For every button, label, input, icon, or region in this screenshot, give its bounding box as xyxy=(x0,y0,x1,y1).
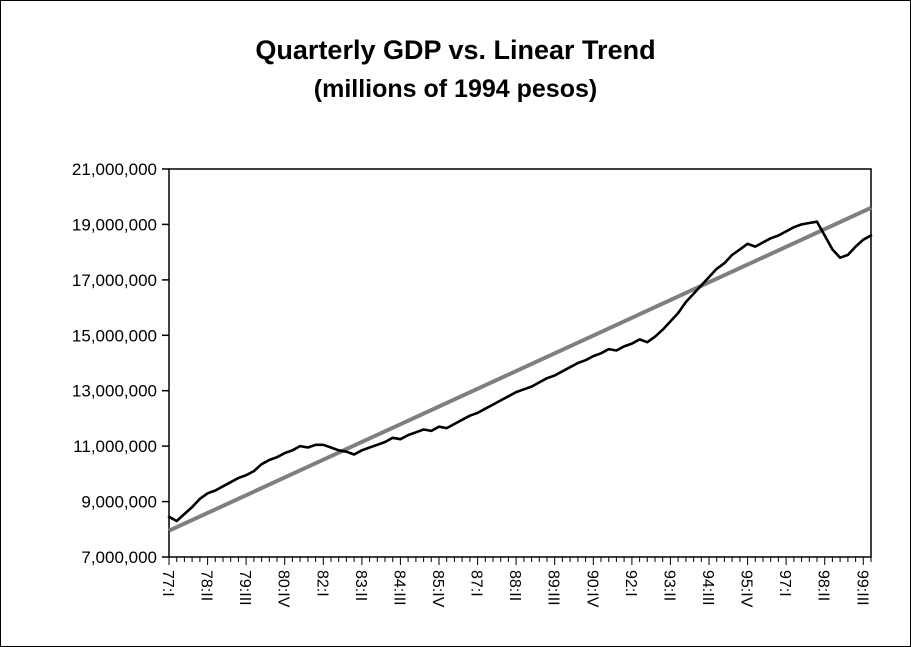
chart-subtitle: (millions of 1994 pesos) xyxy=(313,75,598,103)
x-axis-tick-label: 88:II xyxy=(506,570,523,601)
x-axis-tick-label: 80:IV xyxy=(275,570,292,608)
x-axis-tick-label: 98:II xyxy=(815,570,832,601)
y-axis-tick-label: 11,000,000 xyxy=(73,437,157,456)
x-axis-tick-label: 92:I xyxy=(622,570,639,597)
y-axis-tick-label: 15,000,000 xyxy=(72,326,157,345)
chart-title: Quarterly GDP vs. Linear Trend xyxy=(255,35,656,65)
y-axis-tick-label: 21,000,000 xyxy=(72,160,157,179)
x-axis-tick-label: 87:I xyxy=(468,570,485,597)
y-axis-tick-label: 7,000,000 xyxy=(81,548,157,567)
y-axis-tick-label: 13,000,000 xyxy=(72,382,157,401)
x-axis-tick-label: 89:III xyxy=(545,570,562,606)
plot-border xyxy=(168,168,872,558)
x-axis-tick-label: 90:IV xyxy=(583,570,600,608)
trend-line xyxy=(168,205,872,533)
x-axis-tick-label: 97:I xyxy=(776,570,793,597)
y-axis-tick-label: 19,000,000 xyxy=(72,215,157,234)
x-axis-tick-label: 79:III xyxy=(236,570,253,606)
x-axis-tick-label: 95:IV xyxy=(738,570,755,608)
y-axis-tick-label: 17,000,000 xyxy=(72,271,157,290)
x-axis-tick-label: 99:III xyxy=(853,570,870,606)
y-axis-tick-label: 9,000,000 xyxy=(81,493,157,512)
gdp-line xyxy=(167,220,873,523)
x-axis-tick-label: 94:III xyxy=(699,570,716,606)
x-axis-tick-label: 85:IV xyxy=(429,570,446,608)
x-axis-tick-label: 77:I xyxy=(159,570,176,597)
x-axis-tick-label: 78:II xyxy=(198,570,215,601)
x-axis-tick-label: 82:I xyxy=(313,570,330,597)
x-axis-tick-label: 84:III xyxy=(390,570,407,606)
x-axis-tick-label: 93:II xyxy=(660,570,677,601)
x-axis-tick-label: 83:II xyxy=(352,570,369,601)
